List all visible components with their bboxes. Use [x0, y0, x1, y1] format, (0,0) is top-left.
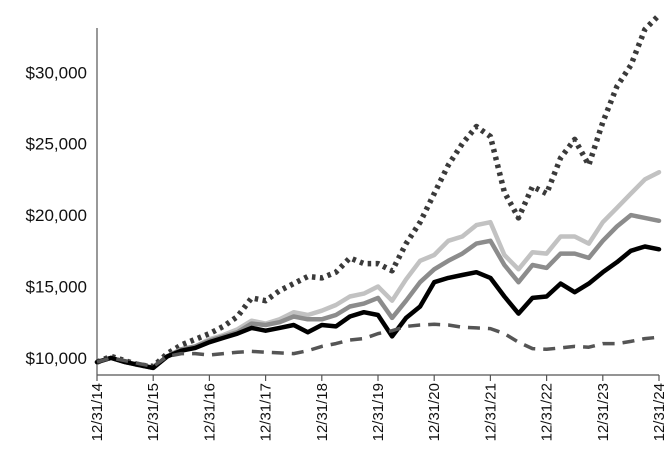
x-tick-label: 12/31/14 — [89, 383, 106, 441]
x-tick-label: 12/31/16 — [201, 383, 218, 441]
y-tick-label: $25,000 — [26, 135, 87, 154]
series-line-4-solid — [94, 244, 662, 371]
x-axis: 12/31/14 12/31/15 12/31/16 12/31/17 12/31/18… — [89, 374, 668, 441]
x-tick-label: 12/31/17 — [258, 383, 275, 441]
series-line-5-dashed — [96, 322, 660, 369]
series-lines — [94, 13, 662, 371]
y-axis: $10,000 $15,000 $20,000 $25,000 $30,000 — [26, 28, 98, 375]
y-tick-label: $30,000 — [26, 63, 87, 82]
x-tick-label: 12/31/18 — [314, 383, 331, 441]
x-tick-label: 12/31/20 — [426, 383, 443, 441]
x-tick-label: 12/31/15 — [145, 383, 162, 441]
y-tick-label: $15,000 — [26, 277, 87, 296]
y-tick-label: $10,000 — [26, 349, 87, 368]
y-tick-label: $20,000 — [26, 206, 87, 225]
x-tick-label: 12/31/22 — [539, 383, 556, 441]
x-tick-label: 12/31/24 — [651, 383, 668, 441]
x-tick-label: 12/31/19 — [370, 383, 387, 441]
x-tick-label: 12/31/23 — [595, 383, 612, 441]
series-line-1-dotted — [95, 13, 661, 370]
series-line-2-solid — [94, 169, 662, 371]
x-tick-label: 12/31/21 — [482, 383, 499, 441]
